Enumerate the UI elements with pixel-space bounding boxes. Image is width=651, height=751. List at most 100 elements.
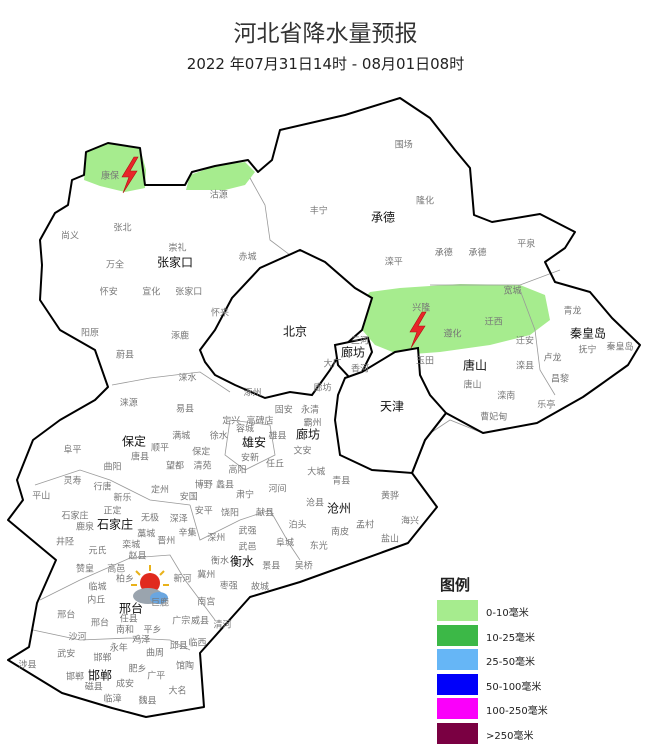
city-label: 天津 — [379, 399, 405, 414]
legend-swatch — [437, 673, 478, 695]
county-label: 沙河 — [68, 632, 87, 643]
county-label: 廊坊 — [313, 383, 332, 394]
county-label: 内丘 — [87, 595, 106, 606]
border-xiongan — [224, 419, 276, 471]
county-label: 元氏 — [88, 546, 107, 557]
county-label: 无极 — [140, 513, 160, 524]
county-label: 博野 — [194, 480, 213, 491]
county-label: 永清 — [300, 405, 320, 416]
county-label: 曲周 — [145, 648, 165, 659]
city-label: 衡水 — [229, 554, 255, 569]
county-label: 阳原 — [80, 328, 100, 339]
county-label: 承德 — [468, 248, 487, 259]
county-label: 遵化 — [443, 329, 462, 340]
county-label: 沧县 — [305, 498, 325, 509]
county-label: 晋州 — [157, 536, 176, 547]
county-label: 玉田 — [415, 356, 435, 367]
legend-swatch — [437, 649, 478, 670]
county-label: 南和 — [115, 625, 135, 636]
county-label: 邯郸 — [93, 653, 112, 664]
rain-area-xinglong — [358, 284, 550, 355]
thunderstorm-icon — [121, 156, 139, 194]
county-label: 鸡泽 — [132, 635, 151, 646]
county-label: 定兴 — [222, 416, 241, 427]
border-handan — [32, 629, 191, 651]
county-label: 辛集 — [178, 528, 197, 539]
legend-label: 100-250毫米 — [486, 706, 548, 717]
county-label: 景县 — [262, 561, 281, 572]
county-label: 青龙 — [563, 306, 582, 317]
county-label: 武强 — [238, 526, 257, 537]
county-label: 阜城 — [275, 538, 295, 549]
county-label: 赵县 — [128, 551, 147, 562]
county-label: 涉县 — [18, 660, 37, 671]
county-label: 涞源 — [119, 398, 138, 409]
county-label: 万全 — [105, 260, 125, 271]
county-label: 馆陶 — [175, 661, 195, 672]
county-label: 高邑 — [107, 564, 126, 575]
county-label: 蔚县 — [115, 350, 135, 361]
county-label: 涿鹿 — [170, 331, 190, 342]
county-label: 肃宁 — [235, 490, 255, 501]
county-label: 武邑 — [238, 542, 257, 553]
lightning-bolt — [121, 156, 139, 194]
county-label: 唐山 — [463, 380, 482, 391]
county-label: 沽源 — [209, 190, 228, 201]
legend-swatch — [437, 600, 478, 621]
county-label: 新乐 — [113, 493, 132, 504]
county-label: 南皮 — [330, 527, 350, 538]
border-chengde-qinhuangdao — [430, 269, 561, 286]
city-label: 廊坊 — [340, 345, 366, 360]
county-label: 海兴 — [400, 516, 420, 527]
county-label: 望都 — [165, 461, 185, 472]
county-label: 大厂 — [323, 359, 342, 370]
county-label: 灵寿 — [63, 476, 82, 487]
legend-label: >250毫米 — [486, 730, 534, 742]
county-label: 广宗 — [172, 616, 191, 627]
lightning-bolt — [409, 311, 427, 349]
border-baoding — [111, 371, 231, 393]
legend-label: 10-25毫米 — [486, 632, 536, 644]
legend-item: 25-50毫米 — [437, 649, 617, 671]
county-label: 阜平 — [63, 445, 82, 456]
county-label: 宣化 — [142, 287, 161, 298]
city-label: 邢台 — [118, 601, 144, 616]
legend-swatch — [437, 722, 478, 744]
thunderstorm-icon — [409, 311, 427, 349]
county-label: 成安 — [115, 679, 135, 690]
city-label: 唐山 — [462, 358, 488, 373]
county-label: 顺平 — [150, 443, 170, 454]
county-label: 东光 — [309, 541, 328, 552]
city-label: 张家口 — [156, 255, 194, 270]
county-label: 威县 — [190, 616, 210, 627]
county-label: 雄县 — [268, 431, 287, 442]
county-label: 涞水 — [178, 373, 197, 384]
county-label: 赤城 — [238, 252, 257, 263]
county-label: 黄骅 — [380, 491, 400, 502]
county-label: 清河 — [213, 620, 232, 631]
county-label: 赞皇 — [75, 564, 95, 575]
county-label: 行唐 — [93, 482, 112, 493]
county-label: 临城 — [88, 582, 107, 593]
county-label: 冀州 — [197, 570, 216, 581]
county-label: 魏县 — [138, 696, 157, 707]
county-label: 昌黎 — [550, 374, 570, 385]
tianjin-boundary — [333, 346, 448, 475]
legend-item: 50-100毫米 — [437, 673, 617, 696]
county-label: 巨鹿 — [150, 598, 170, 609]
page-title: 河北省降水量预报 — [233, 21, 418, 47]
county-label: 保定 — [192, 447, 211, 458]
county-label: 平乡 — [143, 625, 162, 636]
county-label: 围场 — [394, 140, 413, 151]
county-label: 承德 — [434, 248, 453, 259]
county-label: 石家庄 — [61, 511, 89, 522]
county-label: 徐水 — [209, 431, 228, 442]
county-label: 崇礼 — [168, 243, 187, 254]
county-label: 柏乡 — [115, 574, 135, 585]
county-label: 临漳 — [103, 694, 122, 705]
county-label: 固安 — [274, 405, 293, 416]
county-label: 滦南 — [497, 391, 516, 402]
county-label: 唐县 — [130, 452, 150, 463]
